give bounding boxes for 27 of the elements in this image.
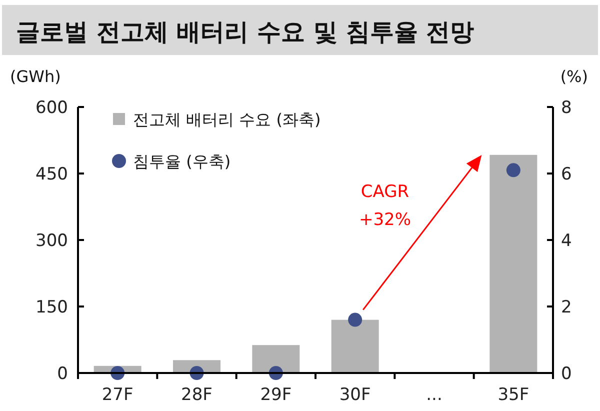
x-tick-label: ... [426, 385, 442, 405]
bar [490, 154, 538, 373]
y2-tick-label: 0 [561, 364, 572, 384]
y2-axis-title: (%) [560, 67, 588, 86]
y-tick-label: 600 [36, 98, 68, 118]
point [348, 312, 362, 327]
x-tick-label: 35F [498, 385, 530, 405]
y2-tick-label: 4 [561, 231, 572, 251]
y2-tick-label: 2 [561, 298, 572, 318]
y-tick-label: 150 [36, 298, 68, 318]
point [506, 163, 520, 178]
y2-tick-label: 8 [561, 98, 572, 118]
chart-title: 글로벌 전고체 배터리 수요 및 침투율 전망 [16, 18, 474, 46]
annotation: CAGR +32% [358, 182, 412, 230]
x-tick-label: 27F [102, 385, 134, 405]
legend-label: 전고체 배터리 수요 (좌축) [133, 110, 321, 129]
y-axis-title: (GWh) [10, 67, 61, 86]
y-tick-label: 450 [36, 164, 68, 184]
x-tick-label: 29F [260, 385, 292, 405]
x-tick-label: 30F [339, 385, 371, 405]
bar [331, 320, 379, 373]
y2-tick-label: 6 [561, 164, 572, 184]
x-tick-label: 28F [181, 385, 212, 405]
legend-label: 침투율 (우축) [133, 152, 231, 171]
y-tick-label: 0 [57, 364, 68, 384]
bar [252, 345, 300, 373]
y-tick-label: 300 [36, 231, 68, 251]
